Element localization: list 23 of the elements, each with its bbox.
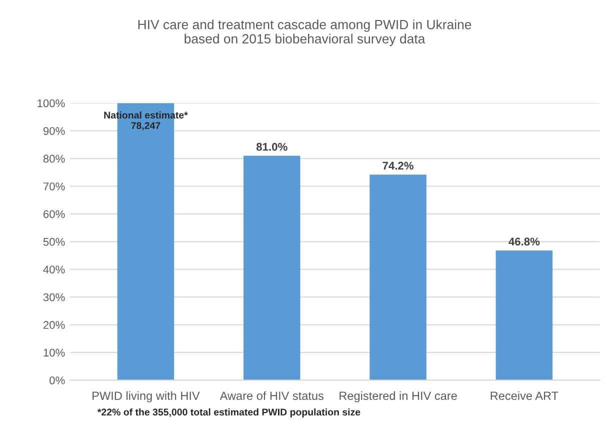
y-tick-label: 50% xyxy=(43,238,65,246)
chart-title: HIV care and treatment cascade among PWID in Ukraine based on 2015 biobehavioral survey data xyxy=(138,20,472,46)
bar xyxy=(496,250,553,380)
data-label: 74.2% xyxy=(382,162,414,170)
y-tick-label: 80% xyxy=(43,154,65,163)
x-tick-label: PWID living with HIV xyxy=(92,391,200,402)
x-tick-label: Receive ART xyxy=(490,391,558,400)
text: *22% of the 355,000 total estimated PWID population size xyxy=(97,408,360,418)
bar xyxy=(370,174,426,380)
y-tick-label: 100% xyxy=(38,99,65,108)
y-tick-label: 30% xyxy=(43,293,65,302)
y-tick-label: 0% xyxy=(50,376,65,384)
y-tick-label: 90% xyxy=(43,127,65,135)
data-label: 46.8% xyxy=(508,238,540,246)
y-tick-label: 10% xyxy=(44,348,65,357)
data-label: 81.0% xyxy=(256,142,288,151)
x-tick-label: Aware of HIV status xyxy=(220,391,324,400)
y-tick-label: 20% xyxy=(43,321,65,329)
bar xyxy=(243,156,300,380)
y-tick-label: 60% xyxy=(44,210,65,218)
y-tick-label: 70% xyxy=(44,182,65,190)
y-tick-label: 40% xyxy=(43,266,65,274)
x-tick-label: Registered in HIV care xyxy=(340,391,457,402)
